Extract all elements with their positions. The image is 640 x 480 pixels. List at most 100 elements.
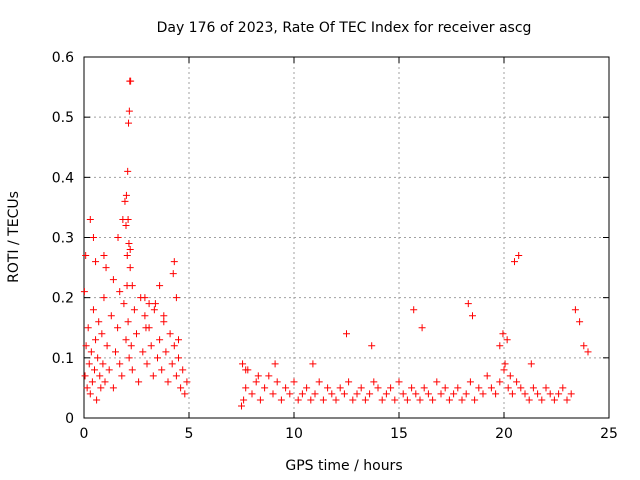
data-point [261,384,269,392]
data-point [93,396,101,404]
data-point [112,348,119,356]
data-point [368,342,376,350]
data-point [546,390,554,398]
data-point [85,360,93,368]
data-point [515,252,523,260]
data-point [164,378,172,386]
data-point [513,378,521,386]
data-point [503,336,511,344]
data-point [403,396,411,404]
data-point [454,384,462,392]
x-tick-label: 15 [390,426,408,442]
data-point [125,119,133,127]
data-point [441,384,449,392]
data-point [96,372,104,380]
data-point [252,378,260,386]
data-point [429,396,437,404]
data-point [511,258,518,266]
data-point [82,252,90,260]
data-point [555,390,563,398]
data-point [571,306,579,314]
data-point [128,366,136,374]
data-point [534,390,542,398]
data-point [527,360,535,368]
data-point [349,396,357,404]
data-point [124,215,132,223]
data-point [529,384,537,392]
data-point [91,366,98,374]
data-point [133,330,140,338]
data-point [256,396,264,404]
data-point [309,360,317,368]
data-point [504,384,512,392]
data-point [122,336,130,344]
data-point [83,384,91,392]
data-point [95,318,103,326]
data-point [410,306,418,314]
data-point [84,324,92,332]
data-point [271,360,279,368]
data-point [584,348,592,356]
data-point [269,390,277,398]
data-point [181,390,189,398]
data-point [109,276,117,284]
axis-ticks [83,56,610,419]
data-point [81,372,89,380]
y-tick-label: 0.3 [52,231,74,247]
data-point [142,324,150,332]
data-point [238,402,245,410]
data-point [450,390,458,398]
data-point [361,396,369,404]
data-point [172,372,180,380]
x-tick-label: 5 [185,426,194,442]
data-point [374,384,382,392]
chart-title: Day 176 of 2023, Rate Of TEC Index for r… [157,20,532,36]
data-point [125,107,133,115]
data-point [141,312,149,320]
data-point [500,366,508,374]
data-point [125,354,133,362]
data-point [120,300,128,308]
data-point [254,372,262,380]
data-point [88,378,96,386]
data-point [145,300,153,308]
data-point [100,252,108,260]
data-point [265,372,273,380]
data-point [86,215,94,223]
data-point [563,396,571,404]
data-point [151,300,159,308]
data-point [102,264,110,272]
data-point [154,354,161,362]
data-point [147,342,155,350]
x-tick-label: 10 [285,426,303,442]
data-point [445,396,453,404]
data-point [464,300,472,308]
y-axis-label: ROTI / TECUs [6,191,22,283]
data-point [248,390,256,398]
data-point [130,306,138,314]
data-point [462,390,470,398]
data-point [114,234,122,241]
data-point [479,390,487,398]
data-point [366,390,374,398]
x-axis-label: GPS time / hours [285,458,402,474]
data-point [517,384,525,392]
data-point [149,372,157,380]
data-point [122,221,130,229]
data-point [98,330,106,338]
data-point [420,384,428,392]
data-point [458,396,466,404]
data-point [179,366,187,374]
data-point [94,354,102,362]
data-point [109,384,117,392]
data-point [294,396,302,404]
data-point [353,390,361,398]
data-point [123,252,131,260]
data-point [492,390,500,398]
data-point [324,384,332,392]
y-tick-label: 0.1 [52,351,74,367]
data-point [437,390,445,398]
data-point [89,234,97,241]
data-point [99,360,107,368]
data-point [399,390,407,398]
